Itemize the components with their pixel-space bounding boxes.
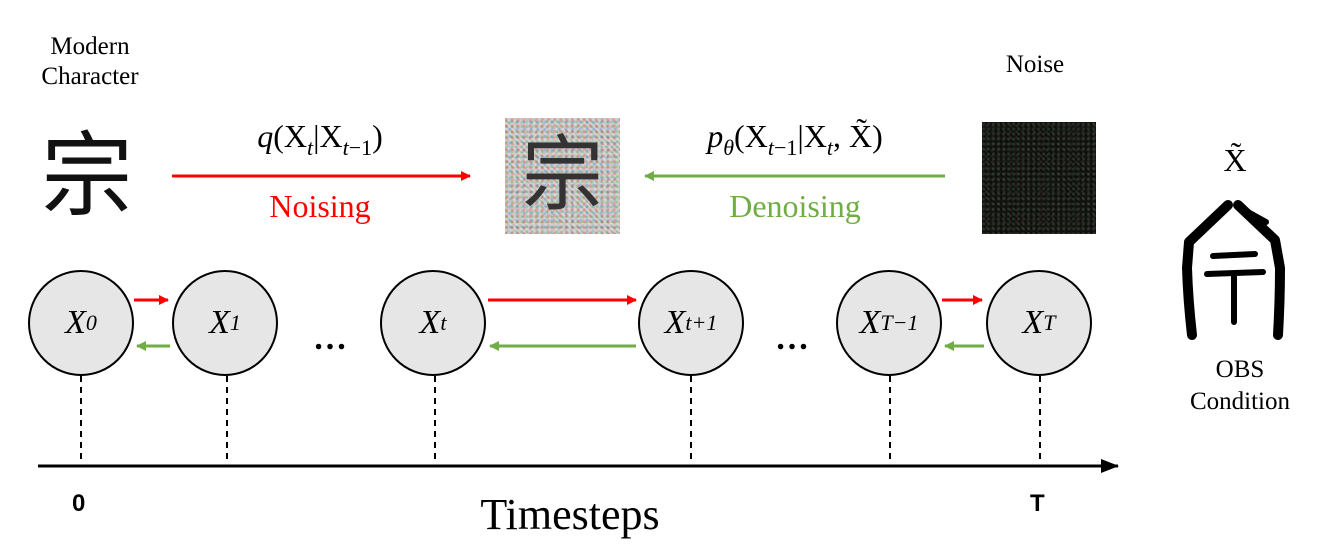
condition-symbol: X̃ (1223, 142, 1247, 178)
denoising-label: Denoising (729, 188, 861, 224)
node-xT1-var: X (859, 304, 881, 341)
modern-caption-line2: Character (41, 63, 139, 90)
modern-character-glyph: 宗 (40, 123, 133, 230)
axis-start-label: 0 (72, 490, 86, 517)
noise-tile (982, 122, 1096, 234)
condition-line2: Condition (1189, 388, 1290, 415)
modern-caption-line1: Modern (50, 33, 130, 60)
modern-character-caption: Modern Character (20, 32, 160, 92)
node-xT1: X T−1 (836, 270, 942, 376)
node-xt1-var: X (664, 304, 686, 341)
node-x0-var: X (65, 304, 86, 341)
forward-func-symbol: q (257, 118, 274, 154)
forward-formula: q(Xt|Xt−1) (257, 118, 383, 160)
ellipsis-2: … (775, 320, 809, 357)
node-xT-sub: T (1043, 310, 1056, 335)
condition-caption: OBS Condition (1170, 354, 1310, 418)
node-xT1-sub: T−1 (880, 310, 919, 335)
noise-caption: Noise (1005, 51, 1065, 78)
axis-end-label: T (1030, 490, 1045, 517)
axis-title: Timesteps (480, 490, 660, 539)
node-xt-sub: t (440, 310, 447, 335)
reverse-func-symbol: p (707, 118, 724, 154)
node-x1-var: X (209, 304, 230, 341)
clean-character-tile: 宗 (28, 122, 146, 232)
ellipsis-1: … (313, 320, 347, 357)
noising-label: Noising (269, 188, 371, 224)
node-x1-sub: 1 (229, 310, 241, 335)
reverse-formula: pθ(Xt−1|Xt, X̃) (707, 118, 883, 160)
node-xt1-sub: t+1 (685, 310, 718, 335)
node-x0-sub: 0 (85, 310, 97, 335)
node-xt-var: X (419, 304, 441, 341)
noisy-character-glyph: 宗 (521, 128, 604, 223)
node-xT-var: X (1022, 304, 1044, 341)
obs-character-glyph (1182, 200, 1285, 340)
noisy-character-tile: 宗 (505, 118, 620, 234)
condition-line1: OBS (1215, 356, 1265, 383)
